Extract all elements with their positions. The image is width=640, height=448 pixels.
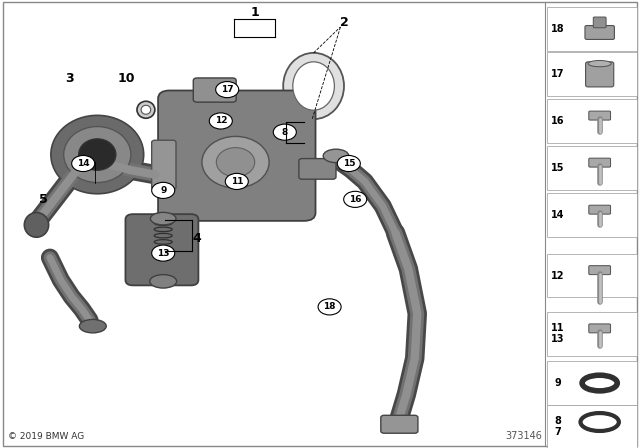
Ellipse shape xyxy=(64,127,131,183)
Text: 13: 13 xyxy=(157,249,170,258)
Text: 12: 12 xyxy=(214,116,227,125)
Ellipse shape xyxy=(216,148,255,177)
Text: 9: 9 xyxy=(555,378,561,388)
Text: 11: 11 xyxy=(230,177,243,186)
Text: 15: 15 xyxy=(342,159,355,168)
Text: 373146: 373146 xyxy=(505,431,542,441)
Text: 12: 12 xyxy=(551,271,565,280)
Ellipse shape xyxy=(284,53,344,119)
Text: 8: 8 xyxy=(282,128,288,137)
Ellipse shape xyxy=(588,60,611,67)
Text: 2: 2 xyxy=(340,16,349,29)
Text: 11
13: 11 13 xyxy=(551,323,565,344)
Text: 8
7: 8 7 xyxy=(555,416,561,437)
Circle shape xyxy=(337,155,360,172)
FancyBboxPatch shape xyxy=(547,52,637,96)
Text: 3: 3 xyxy=(65,72,74,85)
Circle shape xyxy=(225,173,248,190)
Ellipse shape xyxy=(323,149,349,163)
FancyBboxPatch shape xyxy=(158,90,316,221)
Text: 17: 17 xyxy=(551,69,565,79)
Text: 17: 17 xyxy=(221,85,234,94)
FancyBboxPatch shape xyxy=(381,415,418,433)
Ellipse shape xyxy=(79,319,106,333)
Text: 16: 16 xyxy=(551,116,565,126)
FancyBboxPatch shape xyxy=(547,146,637,190)
Text: 4: 4 xyxy=(193,232,202,245)
Circle shape xyxy=(318,299,341,315)
FancyBboxPatch shape xyxy=(589,158,611,167)
Ellipse shape xyxy=(141,105,151,114)
FancyBboxPatch shape xyxy=(586,62,614,87)
Ellipse shape xyxy=(150,275,177,288)
Text: 10: 10 xyxy=(118,72,136,85)
Text: 15: 15 xyxy=(551,163,565,173)
FancyBboxPatch shape xyxy=(547,405,637,448)
Text: 9: 9 xyxy=(160,186,166,195)
Text: 1: 1 xyxy=(250,6,259,19)
Circle shape xyxy=(152,245,175,261)
FancyBboxPatch shape xyxy=(152,140,176,190)
Circle shape xyxy=(344,191,367,207)
Ellipse shape xyxy=(293,62,335,110)
Ellipse shape xyxy=(137,101,155,118)
Text: © 2019 BMW AG: © 2019 BMW AG xyxy=(8,432,84,441)
FancyBboxPatch shape xyxy=(547,99,637,143)
Circle shape xyxy=(72,155,95,172)
FancyBboxPatch shape xyxy=(547,254,637,297)
Text: 18: 18 xyxy=(551,24,565,34)
Circle shape xyxy=(216,82,239,98)
FancyBboxPatch shape xyxy=(547,7,637,51)
Text: 14: 14 xyxy=(77,159,90,168)
Ellipse shape xyxy=(150,212,176,225)
Text: 18: 18 xyxy=(323,302,336,311)
FancyBboxPatch shape xyxy=(589,111,611,120)
Text: 5: 5 xyxy=(39,193,48,206)
FancyBboxPatch shape xyxy=(589,324,611,333)
Ellipse shape xyxy=(24,213,49,237)
Ellipse shape xyxy=(51,116,144,194)
Text: 16: 16 xyxy=(349,195,362,204)
FancyBboxPatch shape xyxy=(547,193,637,237)
Circle shape xyxy=(273,124,296,140)
FancyBboxPatch shape xyxy=(593,17,606,28)
Circle shape xyxy=(152,182,175,198)
FancyBboxPatch shape xyxy=(125,214,198,285)
FancyBboxPatch shape xyxy=(589,205,611,214)
FancyBboxPatch shape xyxy=(585,26,614,39)
FancyBboxPatch shape xyxy=(547,312,637,356)
Ellipse shape xyxy=(79,139,116,170)
Circle shape xyxy=(209,113,232,129)
FancyBboxPatch shape xyxy=(299,159,336,179)
Text: 14: 14 xyxy=(551,210,565,220)
FancyBboxPatch shape xyxy=(547,361,637,405)
FancyBboxPatch shape xyxy=(589,266,611,275)
Ellipse shape xyxy=(202,136,269,188)
FancyBboxPatch shape xyxy=(193,78,236,102)
